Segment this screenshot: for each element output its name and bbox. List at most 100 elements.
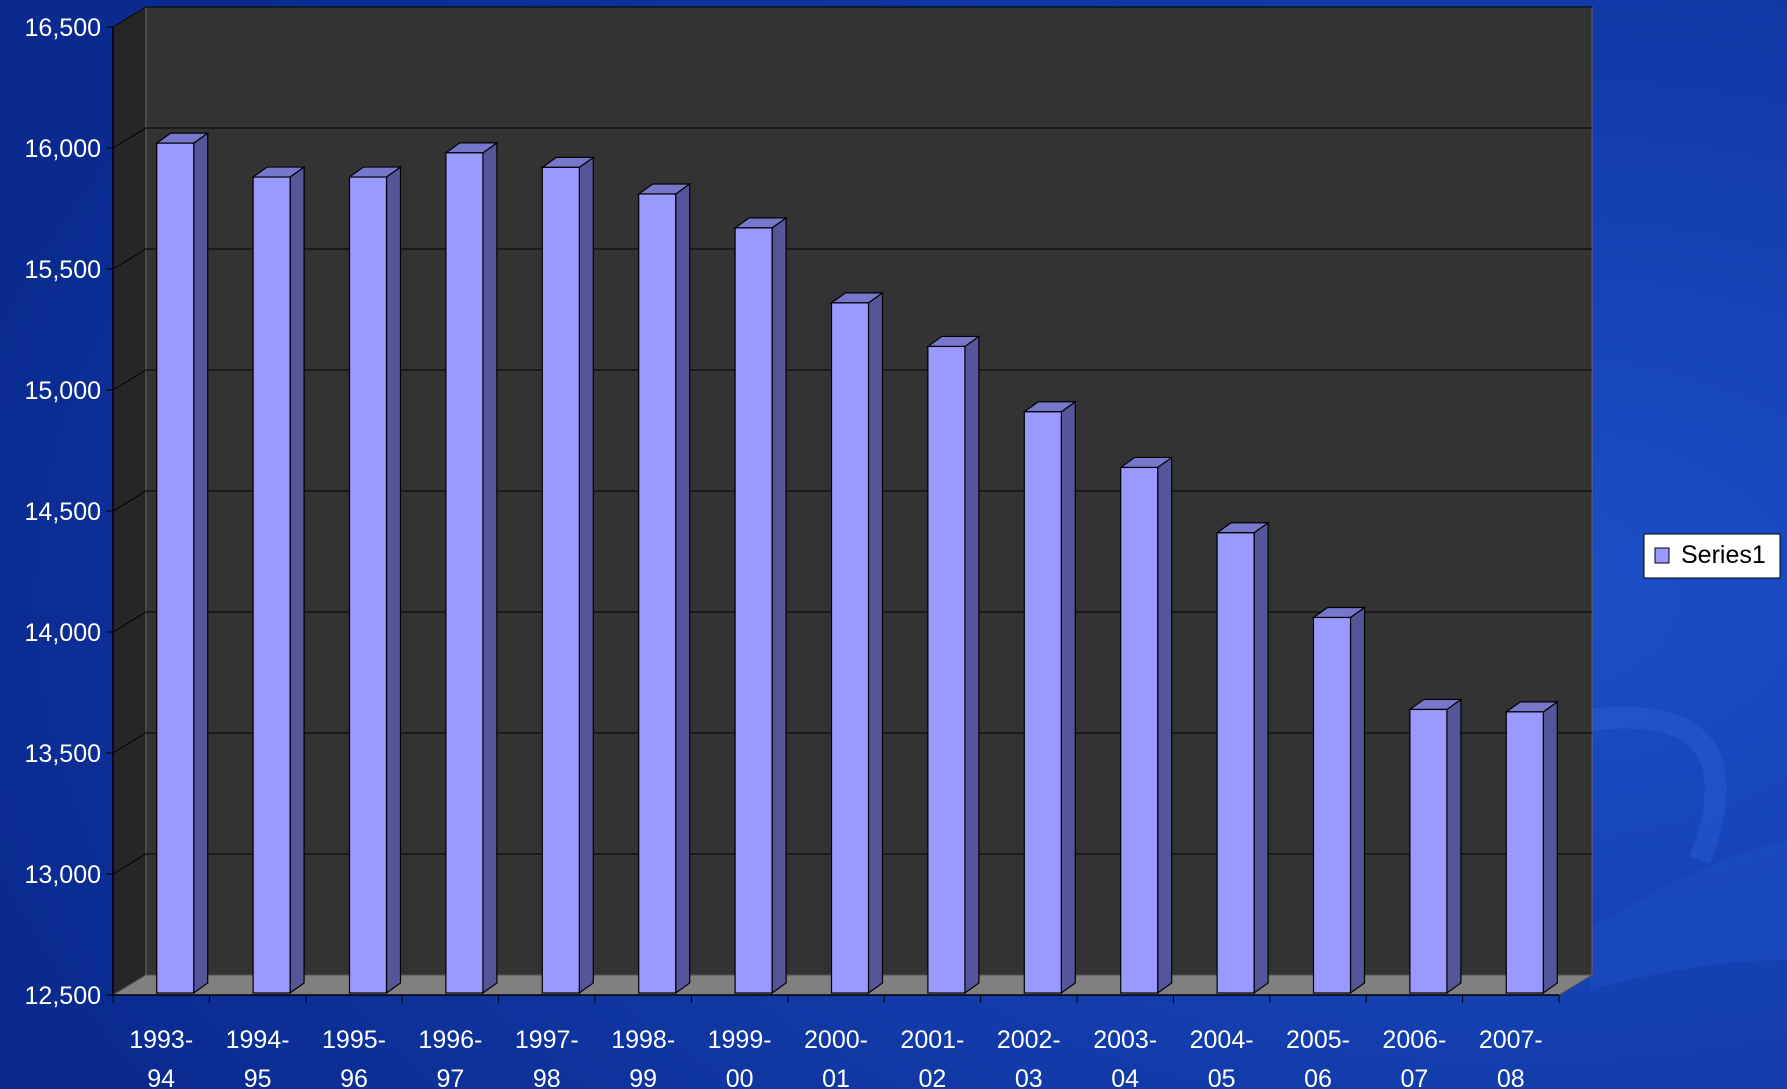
x-tick-label: 97	[436, 1065, 464, 1089]
x-tick-label: 2003-	[1093, 1026, 1157, 1054]
x-tick-label: 1994-	[226, 1026, 290, 1054]
swoosh-shape	[1590, 840, 1787, 990]
gridline	[112, 248, 1592, 270]
bar	[829, 291, 885, 995]
x-tick-label: 08	[1497, 1065, 1525, 1089]
bar-front	[1505, 711, 1544, 994]
x-tick-label: 1993-	[129, 1026, 193, 1054]
x-tick-label: 1996-	[418, 1026, 482, 1054]
x-tick-label: 94	[147, 1065, 175, 1089]
bar-side	[1157, 456, 1173, 995]
bar-front	[445, 152, 484, 994]
y-tick-label: 16,500	[25, 14, 101, 42]
y-tick-label: 13,500	[25, 740, 101, 768]
bar-front	[541, 166, 580, 994]
x-tick-label: 2005-	[1286, 1026, 1350, 1054]
x-tick-label: 1995-	[322, 1026, 386, 1054]
bar	[636, 182, 692, 995]
bar-series	[154, 131, 1560, 995]
x-tick-label: 2006-	[1382, 1026, 1446, 1054]
bar-side	[1253, 521, 1269, 995]
bar	[1504, 700, 1560, 995]
legend-swatch	[1654, 547, 1670, 564]
bar-side	[964, 335, 980, 995]
bar-front	[734, 227, 773, 994]
bar	[733, 216, 788, 995]
x-tick-label: 98	[533, 1065, 561, 1089]
gridline	[112, 6, 1592, 28]
bar-front	[1120, 466, 1159, 994]
x-tick-label: 00	[726, 1065, 754, 1089]
x-tick-label: 04	[1111, 1065, 1139, 1089]
x-tick-label: 1998-	[611, 1026, 675, 1054]
bar-side	[1349, 606, 1366, 995]
bar-side	[771, 216, 787, 995]
swoosh-arc	[1588, 706, 1727, 864]
x-tick-label: 2007-	[1479, 1026, 1543, 1054]
x-tick-label: 1999-	[708, 1026, 772, 1054]
bar-front	[348, 176, 388, 994]
bar-side	[578, 156, 594, 995]
x-axis-tick-labels: 1993- 94 1994- 95 1995- 96 1996- 97 1997- 98 1998-…	[129, 1026, 1543, 1089]
x-tick-label: 01	[822, 1065, 850, 1089]
bar-side	[1542, 700, 1558, 995]
x-tick-label: 06	[1304, 1065, 1332, 1089]
bar	[926, 335, 981, 995]
bar-front	[927, 345, 966, 994]
axes	[106, 26, 1560, 1003]
bar-side	[1060, 400, 1076, 995]
bar	[1408, 698, 1463, 995]
x-tick-label: 96	[340, 1065, 368, 1089]
bar	[444, 141, 499, 995]
y-tick-label: 12,500	[25, 982, 101, 1010]
x-tick-label: 99	[629, 1065, 657, 1089]
bar-side	[867, 291, 884, 995]
x-tick-label: 03	[1015, 1065, 1043, 1089]
bar-side	[385, 165, 402, 995]
x-tick-label: 2002-	[997, 1026, 1061, 1054]
legend-label: Series1	[1681, 541, 1766, 569]
bar	[540, 156, 596, 995]
x-tick-label: 2000-	[804, 1026, 868, 1054]
bar	[347, 165, 403, 995]
x-tick-label: 2004-	[1190, 1026, 1254, 1054]
bar	[1118, 456, 1174, 995]
bar-front	[1409, 708, 1448, 994]
bar-front	[638, 193, 677, 994]
bar-side	[193, 131, 209, 995]
y-tick-label: 16,000	[25, 135, 101, 163]
bar-front	[1216, 532, 1255, 994]
gridline	[112, 490, 1592, 512]
y-tick-label: 15,500	[25, 256, 101, 284]
background-swoosh	[1588, 706, 1787, 990]
x-tick-label: 07	[1400, 1065, 1428, 1089]
bar	[154, 131, 210, 995]
bar-side	[482, 141, 498, 995]
bar-front	[1312, 616, 1352, 994]
gridline	[112, 127, 1592, 149]
y-tick-label: 14,000	[25, 619, 101, 647]
gridlines	[112, 6, 1592, 875]
y-axis-tick-labels: 12,500 13,000 13,500 14,000 14,500 15,000 15,5…	[25, 14, 101, 1010]
gridline	[112, 853, 1592, 875]
bar-front	[156, 142, 195, 994]
bar-front	[1023, 411, 1062, 994]
gridline	[112, 369, 1592, 391]
bar-front	[252, 176, 291, 994]
bar-side	[1446, 698, 1462, 995]
bar	[1215, 521, 1270, 995]
x-tick-label: 95	[244, 1065, 272, 1089]
x-tick-label: 2001-	[900, 1026, 964, 1054]
bar	[1022, 400, 1078, 995]
y-tick-label: 13,000	[25, 861, 101, 889]
gridline	[112, 611, 1592, 633]
x-tick-label: 05	[1208, 1065, 1236, 1089]
bar-side	[289, 165, 305, 995]
y-tick-label: 15,000	[25, 377, 101, 405]
y-tick-label: 14,500	[25, 498, 101, 526]
bar	[251, 165, 306, 995]
legend: Series1	[1643, 533, 1781, 579]
bar-front	[830, 302, 870, 994]
